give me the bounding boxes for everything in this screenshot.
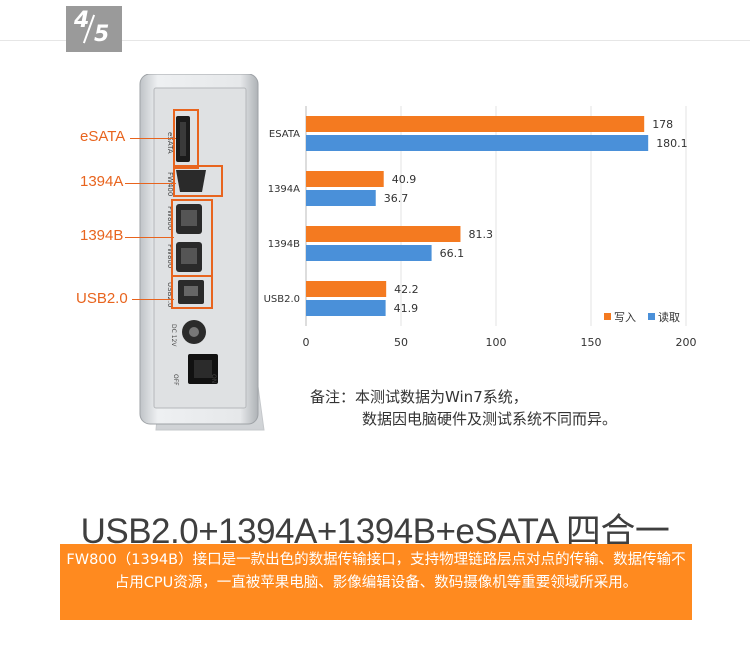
connector-esata	[130, 138, 176, 139]
bar-write	[306, 171, 384, 187]
engraving-usb: USB2.0	[166, 282, 174, 308]
engraving-on: ON	[210, 374, 217, 383]
x-tick-label: 150	[581, 336, 602, 349]
test-note: 备注：本测试数据为Win7系统， 数据因电脑硬件及测试系统不同而异。	[310, 386, 617, 430]
note-line2: 数据因电脑硬件及测试系统不同而异。	[362, 410, 618, 428]
legend-label-1: 读取	[658, 310, 680, 324]
engraving-off: OFF	[172, 374, 179, 386]
category-label: 1394B	[268, 239, 300, 250]
category-label: USB2.0	[264, 294, 300, 305]
port-label-esata: eSATA	[80, 128, 126, 145]
engraving-fw800: FW800	[166, 206, 174, 230]
bar-read	[306, 300, 386, 316]
highlight-usb	[171, 275, 213, 309]
legend-swatch-0	[604, 313, 611, 320]
category-label: 1394A	[268, 184, 300, 195]
port-label-usb2: USB2.0	[76, 290, 128, 307]
port-label-1394a: 1394A	[80, 173, 124, 190]
highlight-esata	[173, 109, 199, 169]
bar-write	[306, 116, 645, 132]
connector-1394b	[125, 237, 174, 238]
connector-usb2	[132, 299, 174, 300]
note-prefix: 备注：	[310, 388, 356, 406]
highlight-1394a	[173, 165, 223, 197]
bar-read	[306, 135, 649, 151]
x-tick-label: 200	[676, 336, 697, 349]
header-divider	[0, 40, 750, 41]
page-indicator: 4 5	[66, 6, 122, 52]
engraving-power: DC 12V	[170, 324, 177, 347]
page-current: 4	[74, 8, 90, 33]
data-label: 180.1	[656, 137, 688, 150]
bar-read	[306, 245, 432, 261]
data-label: 81.3	[468, 228, 493, 241]
note-line1: 本测试数据为Win7系统，	[355, 388, 528, 406]
bar-write	[306, 281, 387, 297]
legend-swatch-1	[648, 313, 655, 320]
data-label: 40.9	[392, 173, 417, 186]
engraving-fw400: FW400	[166, 172, 174, 196]
speed-chart: 0 50 100 150 200 ESATA 178 180.1 1394A 40.9 36.7 13…	[264, 106, 697, 349]
category-label: ESATA	[269, 129, 300, 140]
page-total: 5	[94, 22, 110, 47]
info-banner: FW800（1394B）接口是一款出色的数据传输接口，支持物理链路层点对点的传输…	[60, 544, 692, 620]
bar-write	[306, 226, 461, 242]
legend-label-0: 写入	[614, 311, 636, 324]
x-tick-label: 100	[486, 336, 507, 349]
x-tick-label: 0	[303, 336, 310, 349]
data-label: 42.2	[394, 283, 419, 296]
data-label: 41.9	[394, 302, 419, 315]
device-back-panel: eSATA FW400 FW800 FW800 USB2.0 DC 12V OF…	[139, 74, 265, 431]
data-label: 66.1	[440, 247, 465, 260]
data-label: 178	[652, 118, 673, 131]
data-label: 36.7	[384, 192, 409, 205]
x-tick-label: 50	[394, 336, 408, 349]
port-label-1394b: 1394B	[80, 227, 124, 244]
bar-read	[306, 190, 376, 206]
engraving-esata: eSATA	[166, 132, 174, 154]
connector-1394a	[125, 183, 176, 184]
engraving-fw800-second: FW800	[166, 244, 174, 268]
